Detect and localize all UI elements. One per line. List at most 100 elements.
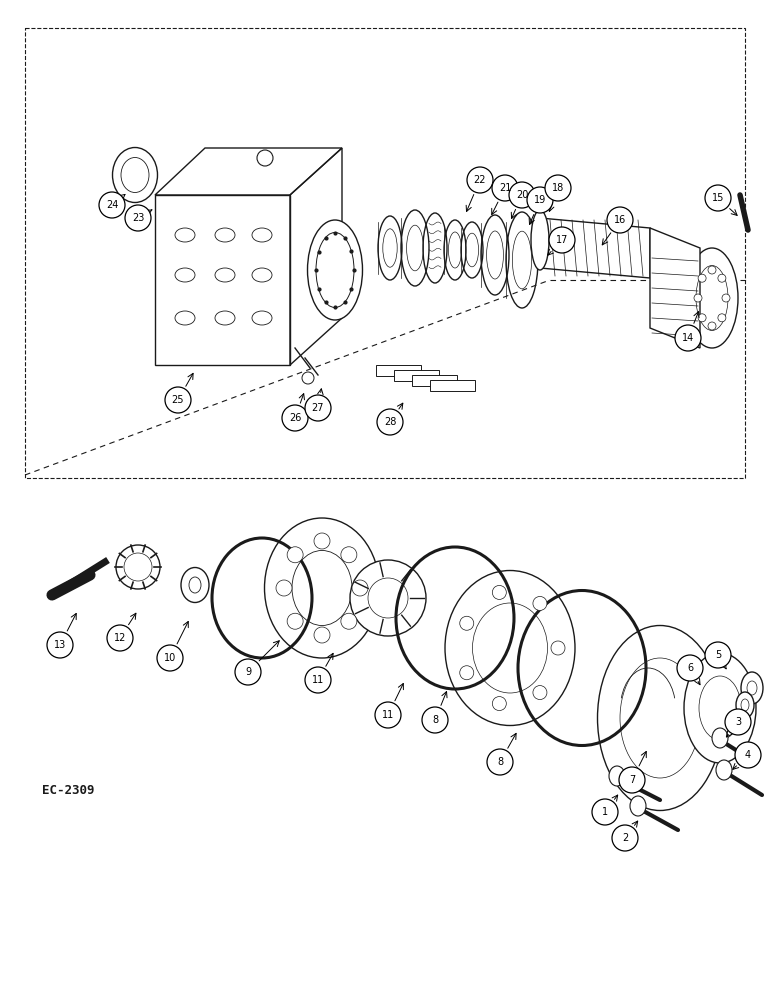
Circle shape — [705, 185, 731, 211]
Ellipse shape — [609, 766, 625, 786]
Text: 18: 18 — [552, 183, 564, 193]
FancyBboxPatch shape — [429, 379, 475, 390]
Polygon shape — [540, 218, 650, 278]
Ellipse shape — [630, 796, 646, 816]
Circle shape — [341, 613, 357, 629]
Text: 11: 11 — [382, 710, 394, 720]
Circle shape — [735, 742, 761, 768]
Circle shape — [47, 632, 73, 658]
Text: 20: 20 — [516, 190, 528, 200]
Text: 4: 4 — [745, 750, 751, 760]
Text: 11: 11 — [312, 675, 324, 685]
Circle shape — [125, 205, 151, 231]
Circle shape — [698, 274, 706, 282]
Circle shape — [276, 580, 292, 596]
Ellipse shape — [598, 626, 723, 810]
Circle shape — [675, 325, 701, 351]
Ellipse shape — [712, 728, 728, 748]
Text: 15: 15 — [712, 193, 724, 203]
Circle shape — [698, 314, 706, 322]
Circle shape — [527, 187, 553, 213]
Text: 25: 25 — [171, 395, 185, 405]
Circle shape — [533, 686, 547, 700]
Circle shape — [705, 642, 731, 668]
Circle shape — [607, 207, 633, 233]
Text: 26: 26 — [289, 413, 301, 423]
Circle shape — [612, 825, 638, 851]
Text: 3: 3 — [735, 717, 741, 727]
FancyBboxPatch shape — [411, 374, 456, 385]
Text: 2: 2 — [622, 833, 628, 843]
Circle shape — [718, 314, 726, 322]
Text: 28: 28 — [384, 417, 396, 427]
Circle shape — [708, 266, 716, 274]
Ellipse shape — [445, 570, 575, 726]
Circle shape — [487, 749, 513, 775]
Circle shape — [287, 613, 303, 629]
Text: 8: 8 — [497, 757, 503, 767]
Circle shape — [282, 405, 308, 431]
Circle shape — [314, 533, 330, 549]
Text: 1: 1 — [602, 807, 608, 817]
Circle shape — [99, 192, 125, 218]
Circle shape — [551, 641, 565, 655]
Ellipse shape — [181, 568, 209, 602]
Text: 14: 14 — [682, 333, 694, 343]
Circle shape — [718, 274, 726, 282]
Circle shape — [422, 707, 448, 733]
Ellipse shape — [716, 760, 732, 780]
Ellipse shape — [307, 220, 363, 320]
Circle shape — [350, 560, 426, 636]
FancyBboxPatch shape — [375, 364, 421, 375]
Ellipse shape — [265, 518, 380, 658]
Circle shape — [287, 547, 303, 563]
Text: 17: 17 — [556, 235, 568, 245]
Text: 12: 12 — [113, 633, 126, 643]
Circle shape — [107, 625, 133, 651]
Ellipse shape — [684, 653, 756, 763]
Circle shape — [352, 580, 368, 596]
Text: 8: 8 — [432, 715, 438, 725]
Text: 21: 21 — [499, 183, 511, 193]
Circle shape — [460, 616, 474, 630]
Circle shape — [460, 666, 474, 680]
FancyBboxPatch shape — [394, 369, 438, 380]
Ellipse shape — [686, 248, 738, 348]
Circle shape — [235, 659, 261, 685]
Circle shape — [545, 175, 571, 201]
Circle shape — [165, 387, 191, 413]
Circle shape — [493, 697, 506, 711]
Text: 13: 13 — [54, 640, 66, 650]
Circle shape — [725, 709, 751, 735]
Text: 23: 23 — [132, 213, 144, 223]
Circle shape — [467, 167, 493, 193]
Circle shape — [116, 545, 160, 589]
Circle shape — [377, 409, 403, 435]
Circle shape — [722, 294, 730, 302]
Ellipse shape — [736, 692, 754, 718]
Circle shape — [492, 175, 518, 201]
Circle shape — [619, 767, 645, 793]
Circle shape — [341, 547, 357, 563]
Bar — [25, 28, 745, 478]
Circle shape — [257, 150, 273, 166]
Circle shape — [533, 596, 547, 610]
Circle shape — [677, 655, 703, 681]
Circle shape — [549, 227, 575, 253]
Text: 10: 10 — [164, 653, 176, 663]
Circle shape — [708, 322, 716, 330]
Text: 7: 7 — [629, 775, 635, 785]
Text: 5: 5 — [715, 650, 721, 660]
Circle shape — [375, 702, 401, 728]
Text: EC-2309: EC-2309 — [42, 784, 94, 796]
Polygon shape — [650, 228, 700, 348]
Circle shape — [305, 395, 331, 421]
Text: 27: 27 — [312, 403, 324, 413]
Circle shape — [694, 294, 702, 302]
Text: 16: 16 — [614, 215, 626, 225]
Circle shape — [592, 799, 618, 825]
Circle shape — [302, 372, 314, 384]
Circle shape — [157, 645, 183, 671]
Text: 9: 9 — [245, 667, 251, 677]
Text: 6: 6 — [687, 663, 693, 673]
